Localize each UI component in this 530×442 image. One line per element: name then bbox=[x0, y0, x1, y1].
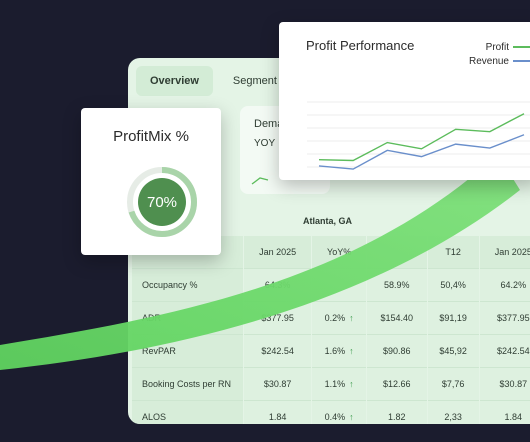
cell: $377.95 bbox=[243, 301, 313, 335]
profit-mix-value: 70% bbox=[147, 194, 177, 211]
profit-mix-card: ProfitMix % 70% bbox=[81, 108, 221, 255]
chart-title: Profit Performance bbox=[306, 38, 415, 53]
tab-overview[interactable]: Overview bbox=[136, 66, 213, 96]
row-label: RevPAR bbox=[132, 334, 244, 368]
cell: $91,19 bbox=[427, 301, 480, 335]
header-cell bbox=[366, 236, 428, 269]
cell-value: 1.1% bbox=[324, 379, 346, 389]
cell: $154.40 bbox=[366, 301, 428, 335]
cell-value: 0.4% bbox=[324, 412, 346, 422]
cell: $30.87 bbox=[243, 367, 313, 401]
location-label: Atlanta, GA bbox=[303, 216, 353, 226]
header-cell: Jan 2025 bbox=[243, 236, 313, 269]
header-cell: YoY% bbox=[311, 236, 367, 269]
cell: $242.54 bbox=[243, 334, 313, 368]
cell: 1.84 bbox=[243, 400, 313, 424]
legend-label: Revenue bbox=[468, 55, 509, 67]
cell: 58.9% bbox=[366, 268, 428, 302]
header-cell: T12 bbox=[427, 236, 480, 269]
table-row: Booking Costs per RN $30.87 1.1% ↑ $12.66… bbox=[132, 367, 530, 401]
cell: 0.4% ↑ bbox=[311, 400, 367, 424]
cell-value: 1.6% bbox=[324, 346, 346, 356]
cell: $377.95 bbox=[479, 301, 530, 335]
cell-value: 0.2% bbox=[324, 313, 346, 323]
cell: 0.2% ↑ bbox=[311, 301, 367, 335]
cell: $45,92 bbox=[427, 334, 480, 368]
row-label: Booking Costs per RN bbox=[132, 367, 244, 401]
table-row: ADR $377.95 0.2% ↑ $154.40 $91,19 $377.95 bbox=[132, 301, 530, 335]
series-line-revenue bbox=[318, 134, 525, 170]
metrics-table: Jan 2025 YoY% T12 Jan 2025 Occupancy % 6… bbox=[132, 236, 530, 424]
row-label: ALOS bbox=[132, 400, 244, 424]
series-line-profit bbox=[318, 113, 525, 162]
arrow-up-icon: ↑ bbox=[349, 379, 354, 389]
line-chart bbox=[307, 101, 530, 170]
legend-swatch bbox=[513, 60, 530, 62]
cell: 1.6% ↑ bbox=[311, 334, 367, 368]
tab-bar: Overview Segment bbox=[136, 66, 291, 96]
profit-mix-donut: 70% bbox=[127, 167, 197, 237]
cell: 50,4% bbox=[427, 268, 480, 302]
cell: $7,76 bbox=[427, 367, 480, 401]
cell: 1.1% ↑ bbox=[311, 367, 367, 401]
table-row: RevPAR $242.54 1.6% ↑ $90.86 $45,92 $242.… bbox=[132, 334, 530, 368]
cell: 1.84 bbox=[479, 400, 530, 424]
profit-mix-title: ProfitMix % bbox=[113, 128, 189, 145]
header-cell: Jan 2025 bbox=[479, 236, 530, 269]
tab-segment[interactable]: Segment bbox=[232, 75, 277, 87]
cell: $242.54 bbox=[479, 334, 530, 368]
legend-item-revenue: Revenue bbox=[469, 54, 530, 68]
legend-swatch bbox=[513, 46, 530, 48]
row-label: ADR bbox=[132, 301, 244, 335]
cell: 64.2% bbox=[479, 268, 530, 302]
legend-item-profit: Profit bbox=[469, 40, 530, 54]
profit-mix-arc bbox=[127, 167, 197, 237]
demand-subtitle: YOY bbox=[254, 138, 276, 149]
cell: $12.66 bbox=[366, 367, 428, 401]
cell bbox=[311, 268, 367, 302]
legend-label: Profit bbox=[485, 41, 509, 53]
cell: $90.86 bbox=[366, 334, 428, 368]
cell: $30.87 bbox=[479, 367, 530, 401]
cell: 1.82 bbox=[366, 400, 428, 424]
profit-performance-card: Profit Performance Profit Revenue bbox=[279, 22, 530, 180]
arrow-up-icon: ↑ bbox=[349, 412, 354, 422]
row-label: Occupancy % bbox=[132, 268, 244, 302]
arrow-up-icon: ↑ bbox=[349, 313, 354, 323]
arrow-up-icon: ↑ bbox=[349, 346, 354, 356]
table-row: Occupancy % 64.3% 58.9% 50,4% 64.2% bbox=[132, 268, 530, 302]
cell: 2,33 bbox=[427, 400, 480, 424]
table-row: ALOS 1.84 0.4% ↑ 1.82 2,33 1.84 bbox=[132, 400, 530, 424]
chart-legend: Profit Revenue bbox=[469, 40, 530, 68]
cell: 64.3% bbox=[243, 268, 313, 302]
